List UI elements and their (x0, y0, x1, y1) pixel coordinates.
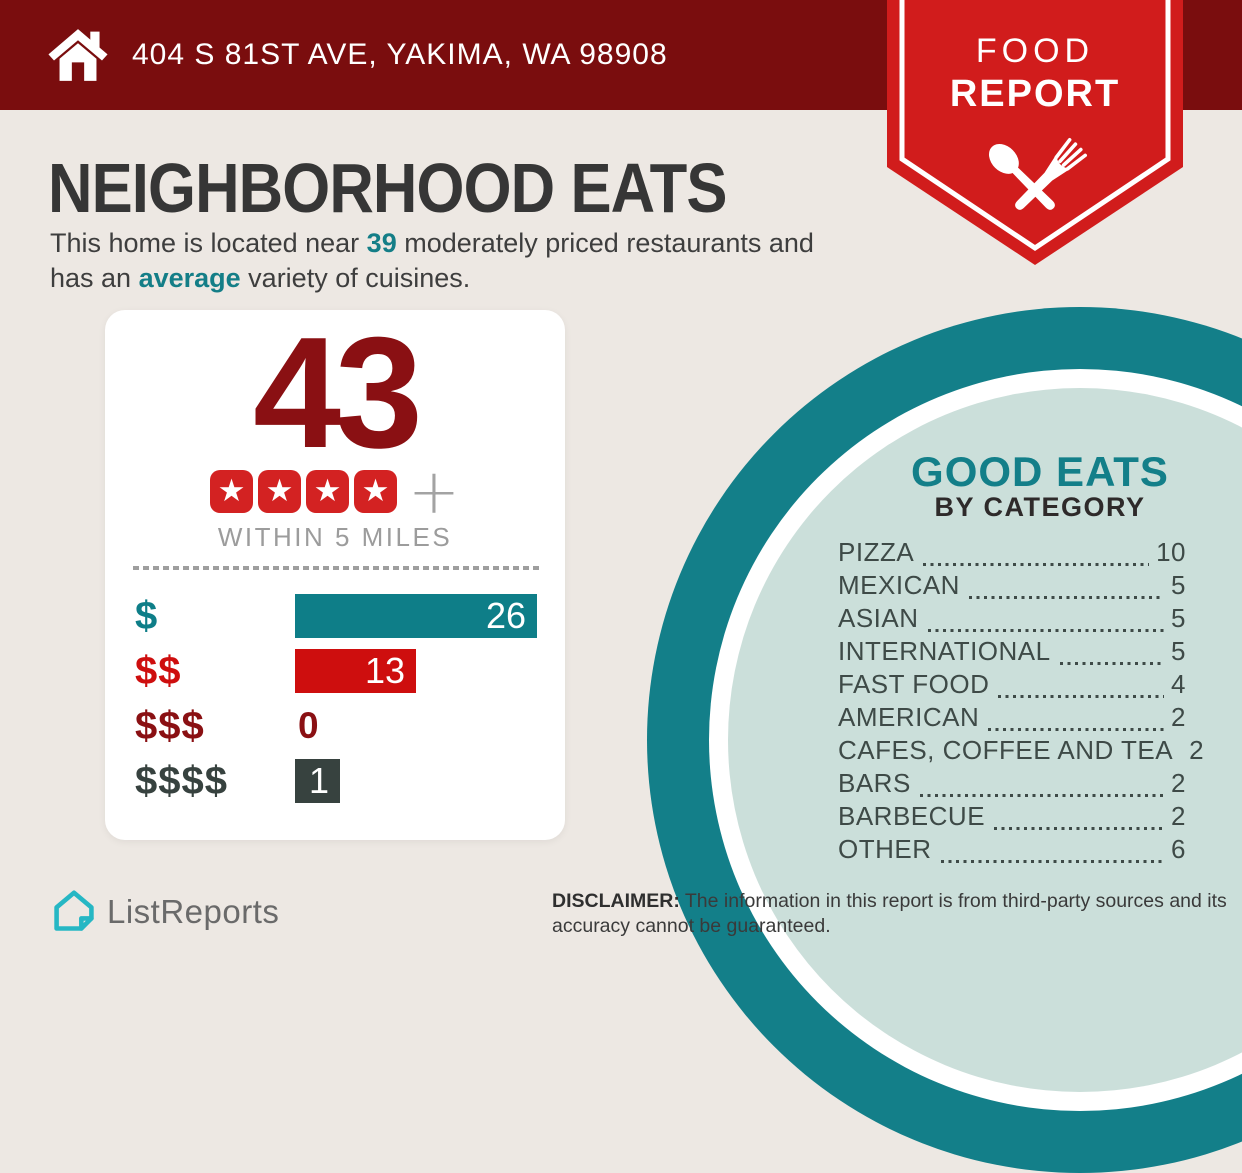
badge-title-line1: FOOD (975, 32, 1095, 70)
dotted-leader (923, 562, 1150, 566)
category-label: ASIAN (838, 603, 919, 633)
dotted-leader (1059, 661, 1165, 665)
category-label: BARS (838, 768, 911, 798)
dotted-leader (927, 628, 1165, 632)
category-label: MEXICAN (838, 570, 960, 600)
restaurant-count: 39 (366, 228, 397, 258)
category-value: 2 (1171, 702, 1186, 732)
badge-title-line2: REPORT (949, 73, 1121, 115)
intro-text: This home is located near 39 moderately … (50, 226, 890, 296)
disclaimer-label: DISCLAIMER: (552, 890, 680, 912)
category-row: PIZZA 10 (838, 537, 1186, 570)
variety-highlight: average (138, 263, 241, 293)
category-row: MEXICAN 5 (838, 570, 1186, 603)
dotted-leader (994, 826, 1165, 830)
star-icon: ★ (210, 470, 254, 513)
dotted-leader (988, 727, 1165, 731)
price-row: $$$ 0 (135, 704, 537, 748)
category-row: INTERNATIONAL 5 (838, 636, 1186, 669)
dotted-leader (940, 859, 1165, 863)
category-row: ASIAN 5 (838, 603, 1186, 636)
price-tier-label: $$$$ (135, 758, 228, 803)
bar-value: 13 (364, 650, 405, 691)
category-value: 6 (1171, 834, 1186, 864)
category-row: BARS 2 (838, 768, 1186, 801)
badge-inner-border (899, 0, 1171, 252)
category-list: PIZZA 10 MEXICAN 5 ASIAN 5 INTERNATIONAL 5 FAST … (838, 537, 1204, 867)
bar-area: 0 (295, 705, 537, 747)
price-tier-label: $ (135, 593, 159, 638)
star-icon: ★ (258, 470, 302, 513)
disclaimer: DISCLAIMER: The information in this repo… (552, 890, 1227, 937)
food-report-badge: FOOD REPORT (880, 0, 1190, 272)
bar-value: 26 (485, 595, 526, 636)
star-rating: ★ ★ ★ ★ + (105, 455, 565, 528)
category-value: 5 (1171, 603, 1186, 633)
category-label: OTHER (838, 834, 932, 864)
category-value: 2 (1171, 801, 1186, 831)
category-value: 2 (1171, 768, 1186, 798)
category-value: 10 (1156, 537, 1186, 567)
bar-area: 1 (295, 759, 537, 803)
category-label: FAST FOOD (838, 669, 990, 699)
good-eats-subtitle: BY CATEGORY (934, 492, 1146, 522)
category-label: BARBECUE (838, 801, 986, 831)
restaurant-summary-card: 43 ★ ★ ★ ★ + WITHIN 5 MILES $26 $$ 13 $$$ 0 $$$$ 1 (105, 310, 565, 840)
star-icon: ★ (354, 470, 398, 513)
bar-area: 13 (295, 649, 537, 693)
brand-logo: ListReports (52, 888, 279, 936)
total-restaurant-count: 43 (253, 305, 423, 481)
category-label: AMERICAN (838, 702, 980, 732)
price-tier-label: $$$ (135, 703, 205, 748)
bar-value: 0 (298, 705, 319, 746)
page-title: NEIGHBORHOOD EATS (48, 149, 728, 227)
star-icon: ★ (306, 470, 350, 513)
category-label: CAFES, COFFEE AND TEA (838, 735, 1174, 765)
category-value: 5 (1171, 636, 1186, 666)
price-row: $$ 13 (135, 649, 537, 693)
price-tier-label: $$ (135, 648, 182, 693)
radius-caption: WITHIN 5 MILES (217, 522, 453, 552)
plus-icon: + (408, 455, 460, 528)
category-label: PIZZA (838, 537, 915, 567)
price-bar: 1 (295, 759, 340, 803)
category-row: CAFES, COFFEE AND TEA 2 (838, 735, 1204, 768)
category-value: 4 (1171, 669, 1186, 699)
category-row: AMERICAN 2 (838, 702, 1186, 735)
category-row: FAST FOOD 4 (838, 669, 1186, 702)
dashed-divider (133, 566, 539, 570)
brand-name: ListReports (107, 893, 280, 930)
bar-value: 1 (308, 760, 329, 801)
price-row: $$$$ 1 (135, 759, 537, 803)
category-row: OTHER 6 (838, 834, 1186, 867)
price-bar: 26 (295, 594, 537, 638)
price-row: $26 (135, 594, 537, 638)
listreports-icon (54, 890, 94, 931)
category-value: 2 (1189, 735, 1205, 765)
property-address: 404 S 81ST AVE, YAKIMA, WA 98908 (132, 38, 668, 71)
category-row: BARBECUE 2 (838, 801, 1186, 834)
price-bar: 13 (295, 649, 416, 693)
home-icon (48, 29, 108, 81)
good-eats-title: GOOD EATS (911, 448, 1169, 495)
bar-area: 26 (295, 594, 537, 638)
category-label: INTERNATIONAL (838, 636, 1051, 666)
dotted-leader (998, 694, 1165, 698)
intro-line1: This home is located near 39 moderately … (50, 228, 814, 258)
category-value: 5 (1171, 570, 1186, 600)
dotted-leader (919, 793, 1165, 797)
intro-line2: has an average variety of cuisines. (50, 263, 471, 293)
price-bar-rows: $26 $$ 13 $$$ 0 $$$$ 1 (135, 594, 537, 814)
dotted-leader (968, 595, 1165, 599)
fork-icon (1015, 138, 1087, 210)
